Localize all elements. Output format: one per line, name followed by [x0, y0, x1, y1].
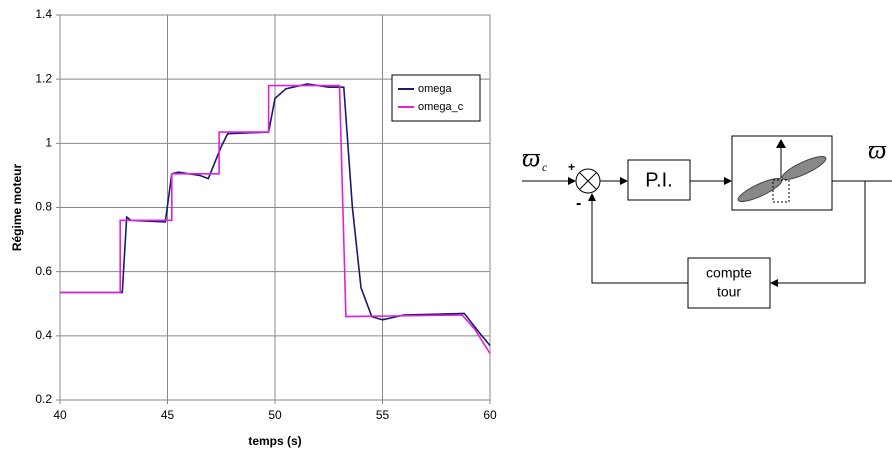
series-line: [60, 83, 491, 347]
feedback-wire: [591, 195, 688, 284]
y-tick-label: 1.4: [35, 7, 52, 21]
feedback-wire: [772, 181, 866, 284]
x-tick-label: 55: [376, 408, 390, 422]
y-tick-label: 0.8: [35, 200, 52, 214]
arrow: [620, 177, 628, 185]
sum-cross: [579, 172, 597, 190]
y-tick-label: 0.2: [35, 392, 52, 406]
arrow: [568, 177, 576, 185]
x-tick-label: 50: [268, 408, 282, 422]
x-axis-label: temps (s): [248, 434, 301, 448]
y-tick-label: 0.6: [35, 264, 52, 278]
arrow: [770, 279, 778, 287]
minus-sign: -: [576, 195, 581, 212]
motor-body: [772, 179, 790, 203]
block-diagram: ϖ c ϖ + - P.I. compte tour: [522, 135, 892, 309]
output-symbol: ϖ: [868, 135, 887, 164]
controller-box: [627, 159, 691, 201]
arrow: [724, 177, 732, 185]
chart: 0.2 0.4 0.6 0.8 1 1.2 1.4 40 45 50 55 60 temps (s) Ré…: [10, 7, 497, 448]
x-tick-label: 45: [161, 408, 175, 422]
input-symbol: ϖ: [522, 143, 541, 172]
legend-label: omega: [418, 83, 453, 95]
arrow: [776, 139, 786, 148]
sensor-box: [687, 257, 771, 309]
series-line: [60, 84, 491, 354]
y-tick-label: 1: [45, 136, 52, 150]
sensor-label: tour: [717, 284, 741, 300]
x-tick-label: 60: [483, 408, 497, 422]
legend-label: omega_c: [418, 101, 464, 113]
input-subscript: c: [542, 160, 548, 174]
plus-sign: +: [568, 160, 575, 174]
y-tick-label: 1.2: [35, 71, 52, 85]
sensor-label: compte: [706, 265, 752, 281]
y-axis-label: Régime moteur: [10, 163, 24, 251]
y-tick-label: 0.4: [35, 328, 52, 342]
propeller-blade: [781, 155, 827, 181]
x-tick-label: 40: [53, 408, 67, 422]
legend-box: [391, 74, 481, 122]
arrow: [588, 193, 596, 201]
controller-label: P.I.: [645, 169, 672, 191]
